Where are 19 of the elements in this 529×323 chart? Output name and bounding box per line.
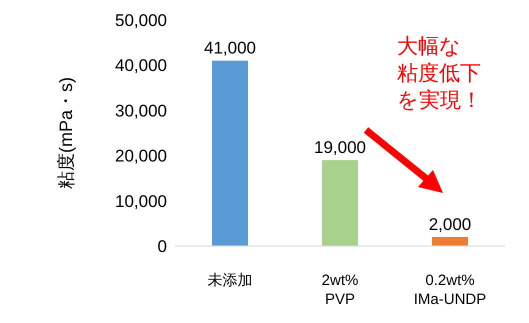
y-tick-label: 20,000: [115, 146, 167, 166]
y-tick-label: 0: [158, 237, 167, 256]
data-label: 2,000: [428, 214, 472, 234]
x-tick-label: 2wt% PVP: [322, 272, 358, 308]
bar: [432, 236, 468, 246]
annotation: 粘度低下: [397, 62, 481, 85]
y-tick-label: 30,000: [115, 101, 167, 120]
data-label: 41,000: [204, 38, 256, 58]
annotation: を実現！: [397, 89, 482, 112]
x-tick-label: 0.2wt% IMa-UNDP: [414, 272, 486, 308]
bar: [322, 160, 358, 246]
x-tick-label: 未添加: [208, 272, 252, 289]
bar: [212, 60, 248, 246]
data-label: 19,000: [314, 138, 366, 158]
y-axis-title: 粘度(mPa・s): [56, 77, 76, 189]
y-tick-label: 40,000: [115, 56, 167, 76]
y-tick-label: 50,000: [115, 11, 167, 30]
y-tick-label: 10,000: [115, 192, 167, 211]
annotation: 大幅な: [397, 35, 461, 58]
